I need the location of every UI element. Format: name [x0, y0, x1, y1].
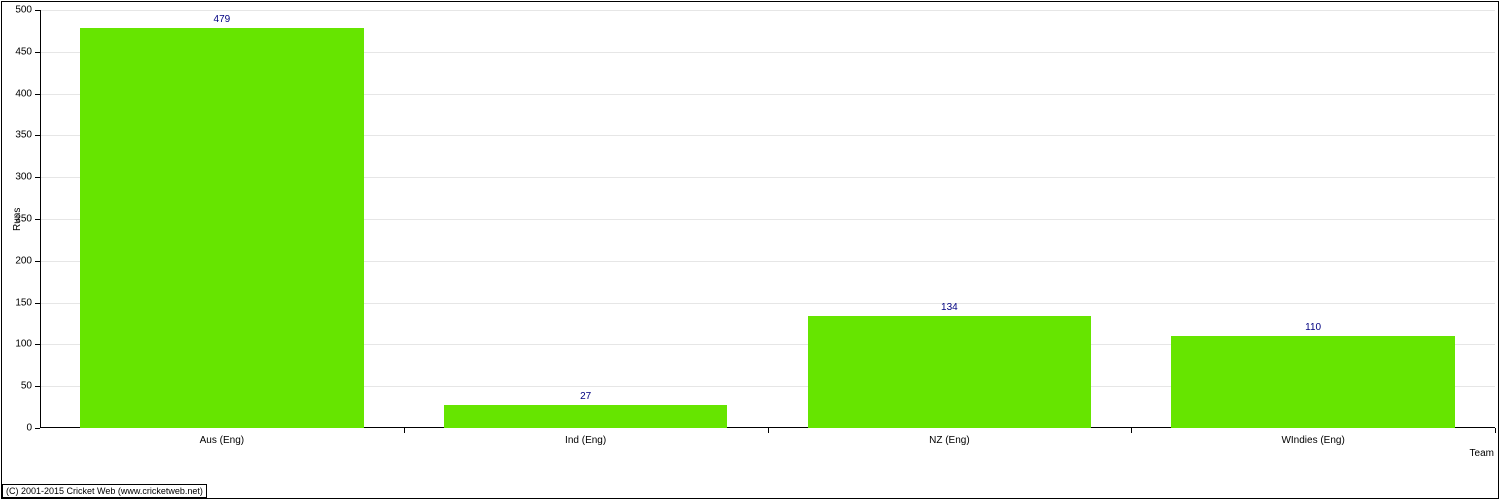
- y-tick: [35, 428, 40, 429]
- x-tick: [404, 428, 405, 433]
- y-tick: [35, 386, 40, 387]
- y-tick-label: 250: [0, 214, 32, 225]
- y-tick-label: 500: [0, 5, 32, 16]
- bar-value-label: 27: [580, 391, 591, 402]
- bar: [1171, 336, 1455, 428]
- bar: [444, 405, 728, 428]
- y-tick: [35, 10, 40, 11]
- y-tick: [35, 344, 40, 345]
- x-axis-title: Team: [1470, 448, 1494, 459]
- y-tick-label: 100: [0, 339, 32, 350]
- y-tick-label: 50: [0, 381, 32, 392]
- y-tick: [35, 261, 40, 262]
- y-tick-label: 300: [0, 172, 32, 183]
- x-tick-label: Aus (Eng): [200, 435, 244, 446]
- y-tick: [35, 303, 40, 304]
- y-tick: [35, 52, 40, 53]
- y-tick: [35, 219, 40, 220]
- bar-value-label: 110: [1305, 322, 1321, 333]
- bar-value-label: 479: [214, 14, 231, 25]
- y-tick-label: 350: [0, 130, 32, 141]
- y-tick: [35, 135, 40, 136]
- y-tick-label: 400: [0, 88, 32, 99]
- y-axis-line: [40, 10, 41, 428]
- x-tick-label: NZ (Eng): [929, 435, 970, 446]
- copyright-label: (C) 2001-2015 Cricket Web (www.cricketwe…: [2, 484, 207, 498]
- y-tick-label: 0: [0, 423, 32, 434]
- y-tick: [35, 177, 40, 178]
- y-tick-label: 200: [0, 255, 32, 266]
- bar-value-label: 134: [941, 302, 958, 313]
- bar: [80, 28, 364, 428]
- y-tick: [35, 94, 40, 95]
- x-tick: [1131, 428, 1132, 433]
- bar: [808, 316, 1092, 428]
- x-tick: [1495, 428, 1496, 433]
- gridline: [40, 10, 1495, 11]
- plot-area: 479 27 134 110: [40, 10, 1495, 428]
- x-tick-label: Ind (Eng): [565, 435, 606, 446]
- x-tick-label: WIndies (Eng): [1281, 435, 1344, 446]
- y-tick-label: 450: [0, 46, 32, 57]
- y-tick-label: 150: [0, 297, 32, 308]
- x-tick: [768, 428, 769, 433]
